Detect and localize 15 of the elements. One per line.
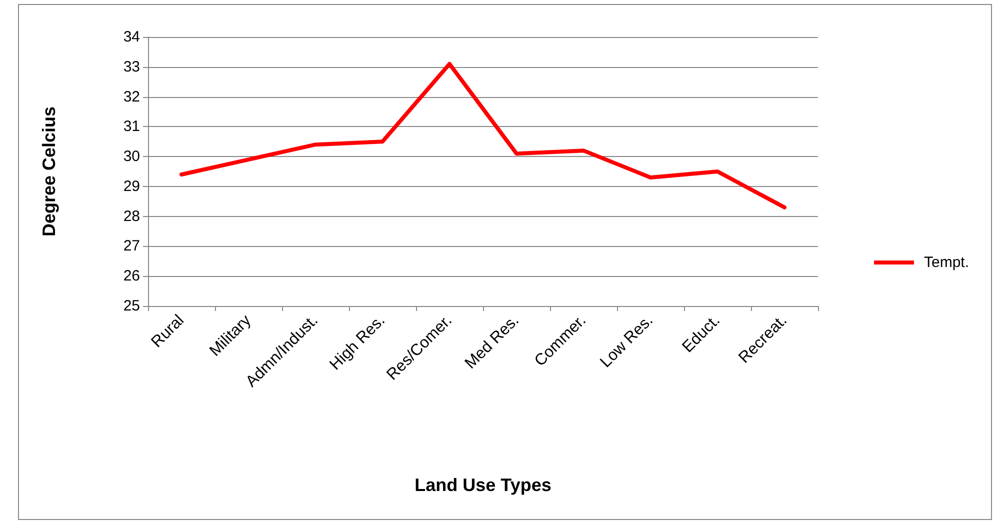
y-tick-label: 26 bbox=[123, 268, 140, 285]
y-tick-label: 27 bbox=[123, 238, 140, 255]
x-axis-title: Land Use Types bbox=[414, 475, 552, 495]
x-tick-label: Low Res. bbox=[597, 312, 657, 372]
y-tick-label: 33 bbox=[123, 58, 140, 76]
y-tick-label: 34 bbox=[123, 28, 140, 46]
y-tick-label: 31 bbox=[123, 118, 140, 136]
y-axis-title: Degree Celcius bbox=[39, 106, 59, 237]
y-tick-label: 29 bbox=[123, 178, 140, 195]
y-tick-label: 25 bbox=[123, 298, 140, 314]
y-tick-label: 28 bbox=[123, 208, 140, 225]
legend-label: Tempt. bbox=[924, 254, 969, 271]
line-series bbox=[180, 62, 786, 210]
y-tick-label: 32 bbox=[123, 88, 140, 106]
y-tick-label: 30 bbox=[123, 148, 140, 166]
